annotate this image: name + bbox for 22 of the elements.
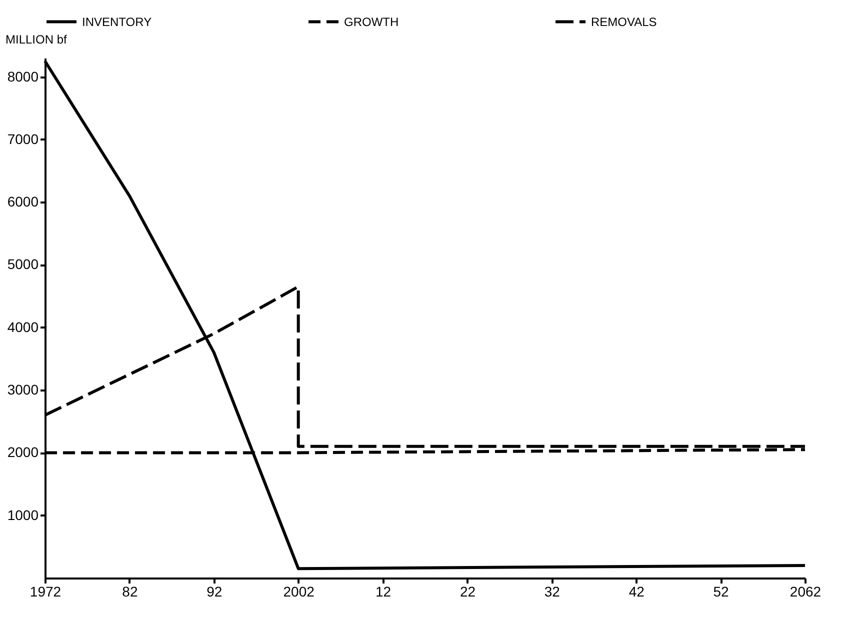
legend-label: INVENTORY	[82, 14, 152, 29]
y-tick-label: 2000	[7, 444, 39, 460]
x-tick-label: 12	[375, 584, 392, 600]
y-tick-label: 4000	[7, 318, 39, 335]
y-tick-label: 8000	[7, 68, 39, 84]
y-tick-label: 3000	[7, 382, 39, 398]
x-tick-label: 22	[460, 584, 476, 600]
y-tick-label: 5000	[7, 256, 39, 272]
x-tick-label: 92	[206, 584, 222, 600]
x-tick-label: 32	[544, 584, 560, 600]
y-tick-label: 1000	[7, 506, 39, 523]
x-tick-label: 52	[713, 584, 730, 600]
y-tick-label: 7000	[7, 130, 39, 147]
x-tick-label: 2062	[790, 584, 822, 600]
legend-label: GROWTH	[344, 14, 399, 29]
x-tick-label: 42	[628, 584, 645, 600]
x-tick-label: 82	[122, 584, 138, 600]
legend-label: REMOVALS	[591, 14, 657, 29]
y-axis-title: MILLION bf	[6, 32, 68, 46]
x-tick-label: 1972	[30, 584, 62, 600]
y-tick-label: 6000	[7, 194, 39, 210]
x-tick-label: 2002	[283, 584, 315, 600]
